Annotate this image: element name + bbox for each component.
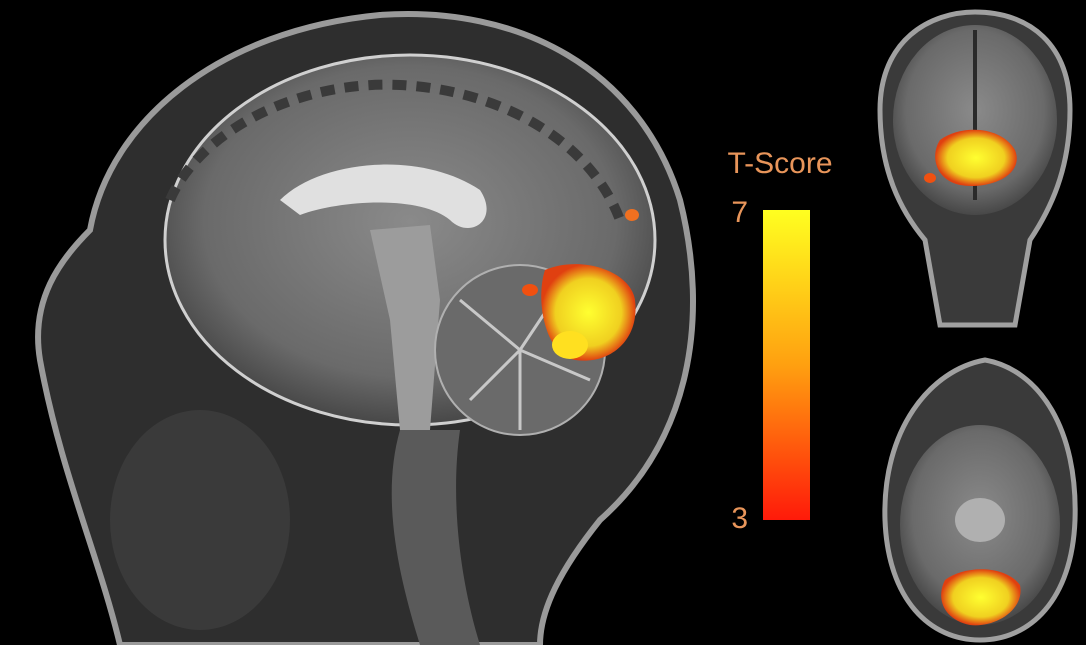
colorbar-max-label: 7: [731, 196, 748, 229]
colorbar-gradient: [763, 210, 810, 520]
mri-figure: T-Score 7 3: [0, 0, 1086, 645]
colorbar-min-label: 3: [731, 502, 748, 535]
colorbar-title: T-Score: [727, 147, 832, 180]
